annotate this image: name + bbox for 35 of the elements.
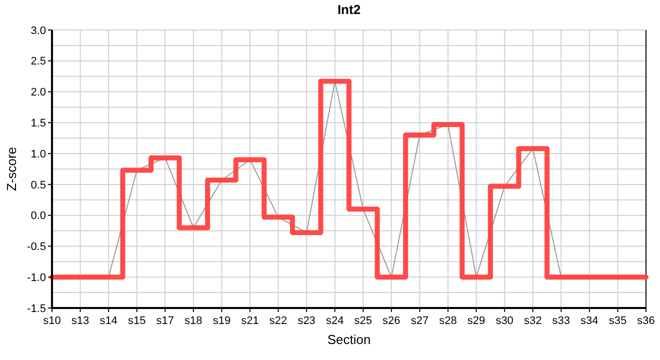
x-tick-label: s33 [552,315,570,327]
x-tick-label: s27 [410,315,429,327]
x-tick-label: s35 [608,315,627,327]
x-tick-label: s28 [439,315,457,327]
x-tick-label: s32 [524,315,542,327]
x-tick-label: s19 [212,315,231,327]
y-tick-label: -0.5 [27,241,46,254]
x-tick-label: s24 [326,315,344,327]
y-tick-label: 0.5 [30,179,46,192]
chart-title: Int2 [337,2,361,17]
y-tick-label: 0.0 [30,210,46,222]
x-tick-label: s10 [43,315,61,327]
x-tick-label: s30 [496,315,514,327]
x-tick-label: s26 [382,315,400,327]
x-tick-label: s34 [580,315,598,327]
x-tick-label: s23 [298,315,316,327]
y-tick-label: 2.0 [30,86,46,99]
y-axis-title: Z-score [4,146,19,192]
x-tick-label: s17 [156,315,174,327]
y-tick-label: -1.0 [27,272,46,284]
x-tick-label: s21 [241,315,259,327]
x-tick-label: s25 [354,315,372,327]
x-tick-label: s29 [467,315,486,327]
y-tick-label: -1.5 [27,302,46,315]
x-axis-title: Section [327,332,371,347]
y-tick-label: 1.5 [30,118,46,130]
y-tick-label: 3.0 [30,24,46,37]
y-tick-label: 2.5 [30,56,46,68]
x-tick-label: s18 [184,315,202,327]
x-tick-label: s13 [71,315,90,327]
x-tick-label: s36 [637,315,655,327]
x-tick-label: s22 [269,315,288,327]
x-tick-label: s15 [128,315,146,327]
x-tick-label: s14 [100,315,118,327]
y-tick-label: 1.0 [30,148,46,160]
